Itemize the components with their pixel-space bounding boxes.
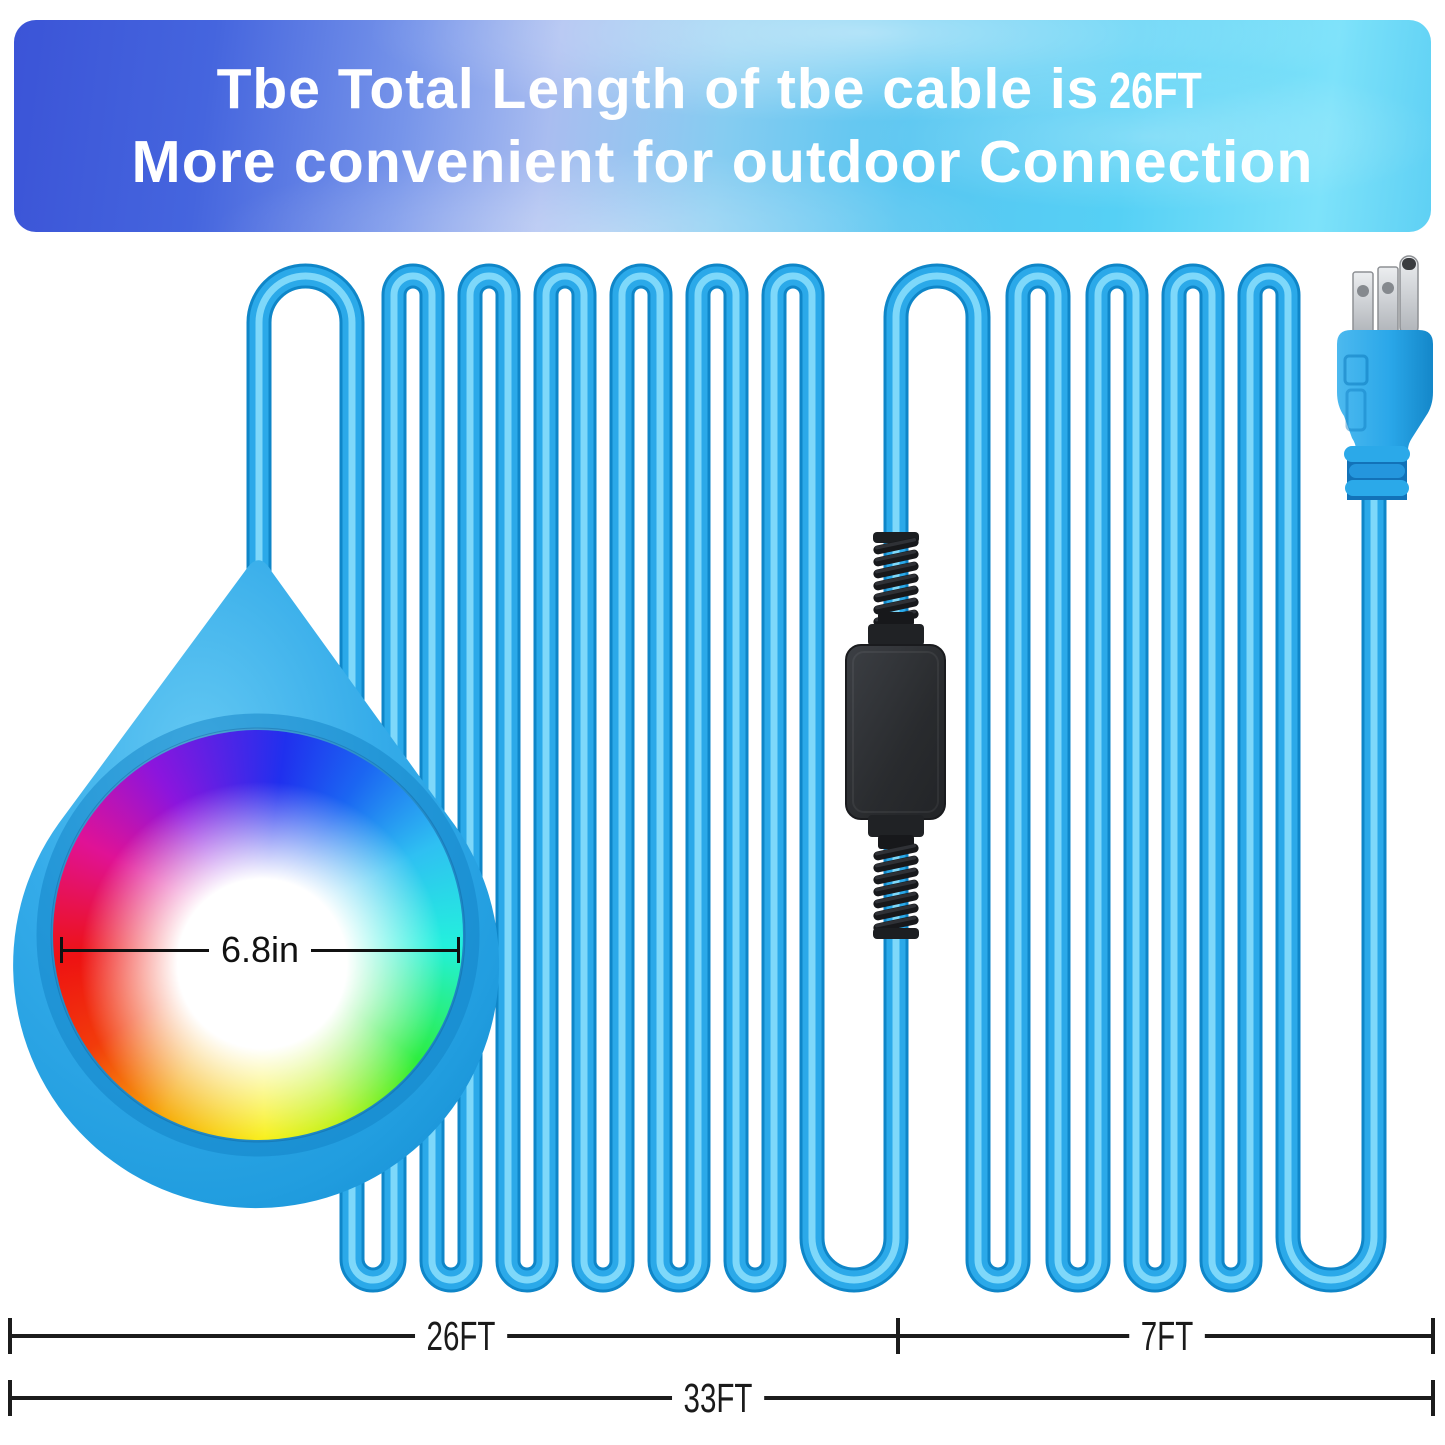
cable-section-label: 26FT (415, 1313, 507, 1359)
banner-line1: Tbe Total Length of tbe cable is 26FT (217, 56, 1229, 122)
dimension-tick-right (1431, 1318, 1435, 1354)
diameter-label: 6.8in (220, 929, 300, 970)
measure-tick-left (60, 937, 63, 963)
plug-ground-pin-icon (1399, 255, 1419, 337)
measure-line (311, 948, 458, 952)
measure-tick-right (457, 937, 461, 963)
dimension-line (8, 1334, 1435, 1338)
adapter-spring-bottom-icon (868, 815, 924, 939)
banner: Tbe Total Length of tbe cable is 26FT Mor… (14, 20, 1431, 232)
banner-line2: More convenient for outdoor Connection (131, 129, 1314, 195)
banner-line1-text: Tbe Total Length of tbe cable is (216, 57, 1100, 121)
power-plug (1337, 255, 1433, 500)
banner-line1-highlight: 26FT (1109, 62, 1203, 119)
plug-blade-icon (1352, 271, 1374, 337)
light-lens-ring (36, 713, 480, 1157)
dimension-tick-left (8, 1318, 12, 1354)
dimension-tick-right (1431, 1380, 1435, 1416)
dimension-tick-middle (896, 1318, 900, 1354)
plug-blade-icon (1377, 266, 1399, 337)
dimension-tick-left (8, 1380, 12, 1416)
plug-body (1337, 330, 1433, 450)
rgb-light-disc (53, 730, 463, 1140)
measure-line (63, 948, 209, 952)
adapter-box (845, 644, 946, 820)
adapter-spring-top-icon (868, 532, 924, 646)
plug-strain-relief (1344, 446, 1410, 500)
total-length-label: 33FT (672, 1375, 764, 1421)
power-adapter (845, 532, 946, 939)
diameter-measurement: 6.8in (60, 929, 461, 970)
plug-section-label: 7FT (1129, 1313, 1205, 1359)
